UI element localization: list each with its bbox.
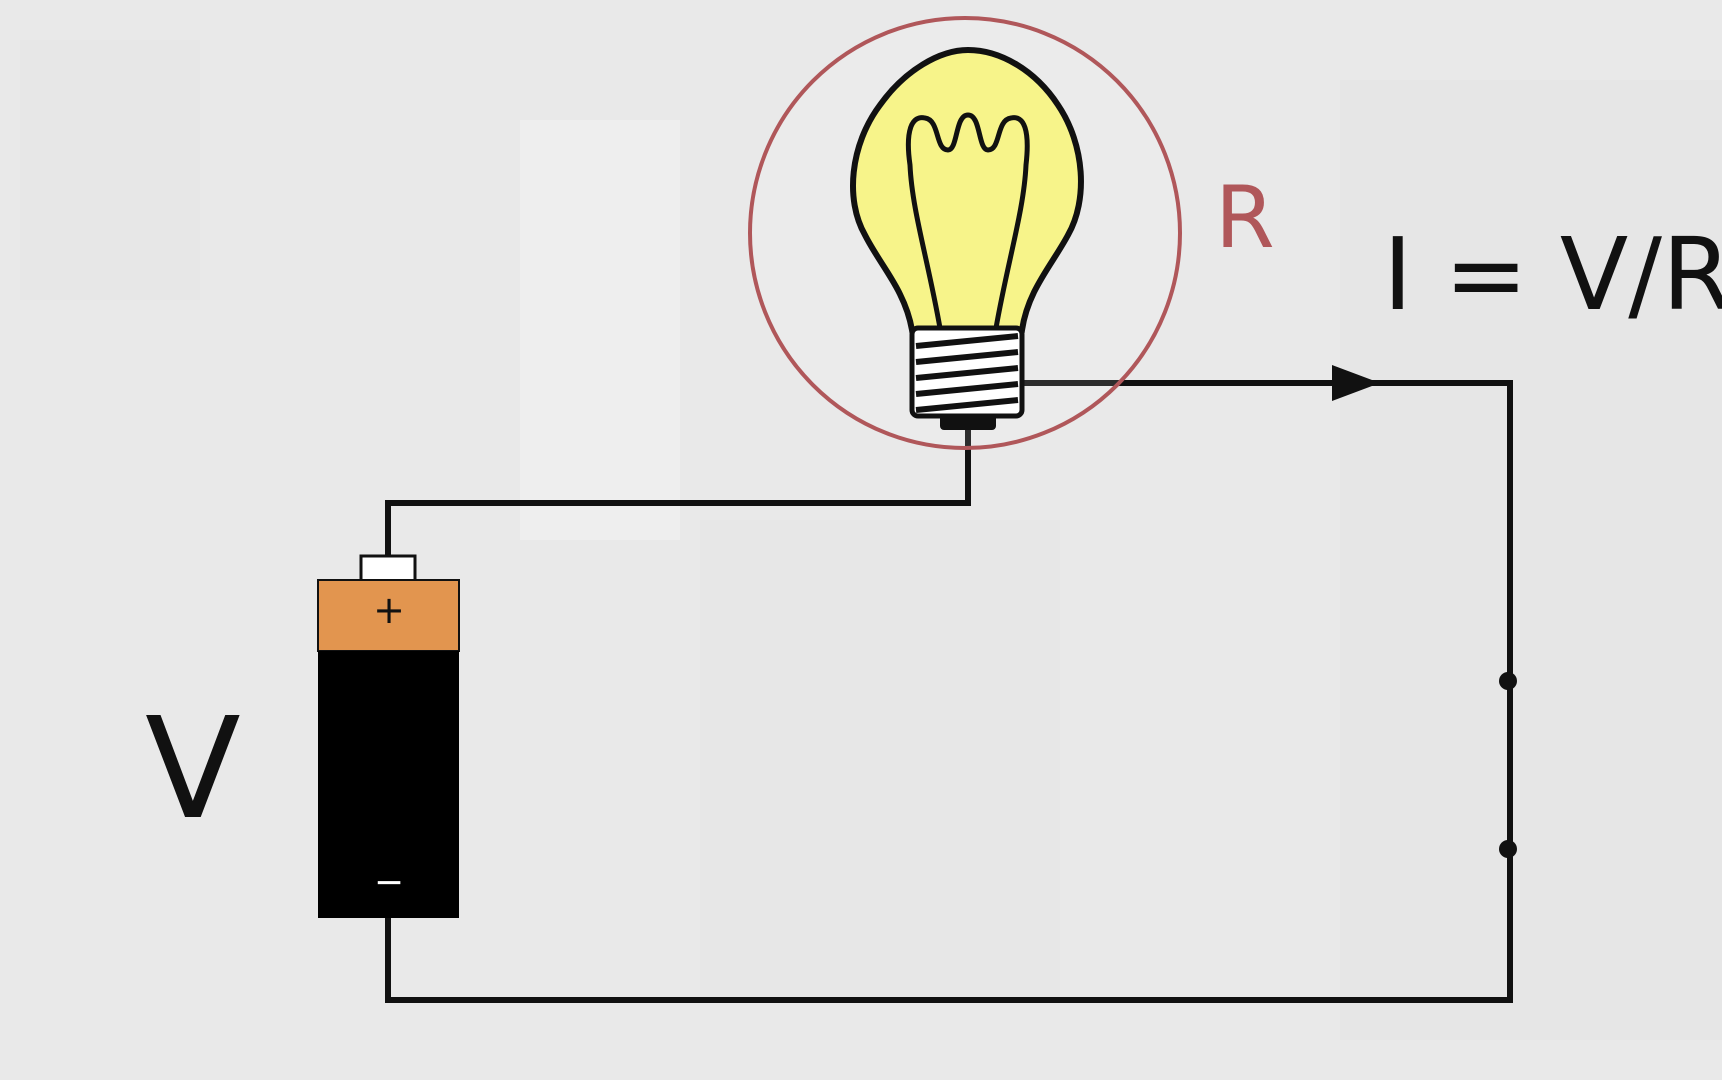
battery-plus-sign: + (373, 588, 405, 632)
wire-junction-dot (1499, 672, 1517, 690)
bulb-filament (905, 112, 1030, 329)
wire-bulb-to-battery-plus (385, 428, 971, 556)
resistance-label: R (1215, 168, 1275, 268)
battery-terminal (359, 554, 417, 584)
battery-cap (317, 579, 460, 652)
battery-body (318, 651, 459, 918)
current-direction-arrow-icon (1332, 365, 1380, 401)
battery-minus-sign: − (374, 862, 404, 903)
wire-junction-dot (1499, 840, 1517, 858)
battery-icon: + − (317, 554, 460, 918)
ohms-law-equation: I = V/R (1383, 216, 1722, 333)
bulb-contact (940, 414, 996, 430)
bulb-base-threads (915, 333, 1019, 413)
voltage-label: V (145, 688, 241, 851)
light-bulb-icon (850, 46, 1084, 430)
